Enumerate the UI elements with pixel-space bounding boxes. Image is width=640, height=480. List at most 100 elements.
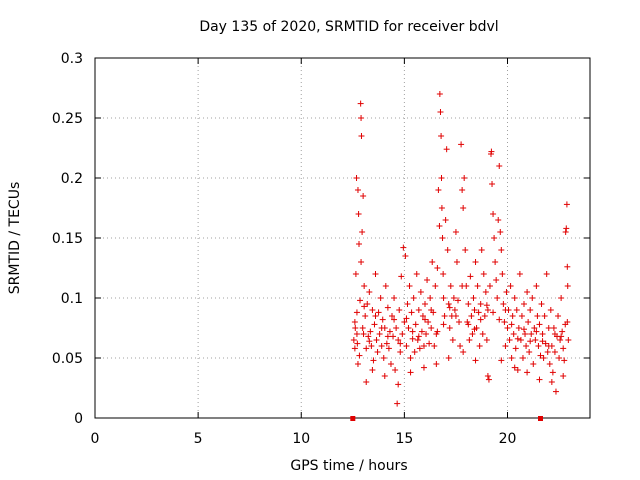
data-point	[376, 331, 383, 337]
y-tick-label: 0.1	[61, 291, 83, 307]
data-point	[472, 357, 479, 364]
data-point	[508, 355, 515, 361]
data-point	[361, 303, 368, 310]
data-point	[418, 328, 425, 335]
data-point	[472, 259, 479, 265]
y-tick-label: 0.25	[52, 111, 83, 127]
data-point	[353, 175, 360, 181]
data-point	[486, 283, 493, 289]
data-point	[468, 313, 475, 319]
data-point	[563, 225, 570, 232]
data-point	[439, 235, 446, 241]
data-point	[564, 319, 571, 325]
data-point	[558, 333, 565, 340]
data-point	[350, 337, 357, 343]
data-point	[561, 357, 568, 364]
data-point	[360, 193, 367, 199]
data-point	[352, 271, 359, 277]
data-point	[445, 355, 452, 361]
data-point	[440, 295, 447, 301]
data-point	[369, 367, 376, 373]
data-point	[507, 283, 514, 289]
data-point	[378, 343, 385, 349]
data-point	[511, 364, 518, 371]
data-point	[534, 313, 541, 319]
data-point	[373, 337, 380, 343]
data-point	[406, 283, 413, 289]
data-point	[452, 313, 459, 319]
data-point	[544, 349, 551, 355]
x-tick-label: 20	[499, 431, 517, 447]
data-point	[496, 316, 503, 323]
data-point	[359, 229, 366, 235]
data-point	[471, 326, 478, 333]
data-point	[366, 338, 373, 345]
x-axis-label: GPS time / hours	[290, 458, 407, 474]
data-point	[431, 343, 438, 349]
data-point	[412, 321, 419, 328]
data-point	[557, 337, 564, 343]
data-point	[516, 271, 523, 277]
data-point	[372, 313, 379, 319]
data-point	[433, 361, 440, 367]
y-tick-label: 0.3	[61, 51, 83, 67]
data-point	[551, 349, 558, 355]
data-point	[405, 325, 412, 331]
data-point	[445, 301, 452, 307]
data-point	[396, 307, 403, 313]
data-point	[521, 326, 527, 333]
data-point	[556, 355, 563, 361]
data-point	[438, 175, 445, 181]
data-point	[514, 335, 521, 342]
data-point	[356, 352, 363, 359]
data-point	[407, 369, 414, 376]
data-point	[356, 241, 362, 247]
data-point	[450, 295, 457, 301]
data-point	[420, 343, 427, 349]
data-point	[428, 325, 435, 331]
data-point	[404, 301, 411, 307]
data-point	[414, 337, 421, 343]
data-point	[382, 283, 389, 289]
data-point	[415, 307, 422, 313]
data-gap-marker	[538, 416, 543, 421]
data-point	[461, 175, 468, 181]
data-point	[394, 400, 401, 407]
data-point	[523, 343, 530, 349]
data-point	[493, 277, 500, 283]
data-point	[453, 259, 460, 265]
data-point	[502, 307, 509, 313]
data-point	[447, 283, 454, 289]
data-point	[377, 295, 384, 301]
data-point	[510, 331, 517, 337]
data-point	[498, 247, 505, 253]
data-point	[518, 313, 525, 319]
data-point	[504, 325, 511, 331]
data-point	[387, 361, 394, 367]
data-point	[564, 263, 571, 270]
data-point	[452, 229, 459, 235]
data-point	[391, 295, 398, 301]
data-point	[419, 313, 426, 319]
data-point	[434, 265, 441, 271]
data-point	[467, 273, 474, 280]
data-point	[565, 337, 572, 343]
data-point	[502, 343, 509, 349]
data-point	[401, 319, 408, 325]
data-point	[358, 115, 365, 121]
data-point	[424, 277, 431, 283]
data-point	[476, 343, 483, 349]
data-point	[355, 211, 362, 217]
data-point	[402, 253, 409, 259]
data-point	[483, 302, 490, 309]
data-point	[458, 141, 465, 148]
y-tick-label: 0.15	[52, 231, 83, 247]
data-point	[480, 271, 487, 277]
y-tick-label: 0.2	[61, 171, 83, 187]
data-point	[451, 307, 458, 313]
data-point	[524, 289, 531, 295]
data-point	[551, 331, 558, 337]
data-point	[550, 325, 557, 331]
data-point	[455, 297, 461, 304]
